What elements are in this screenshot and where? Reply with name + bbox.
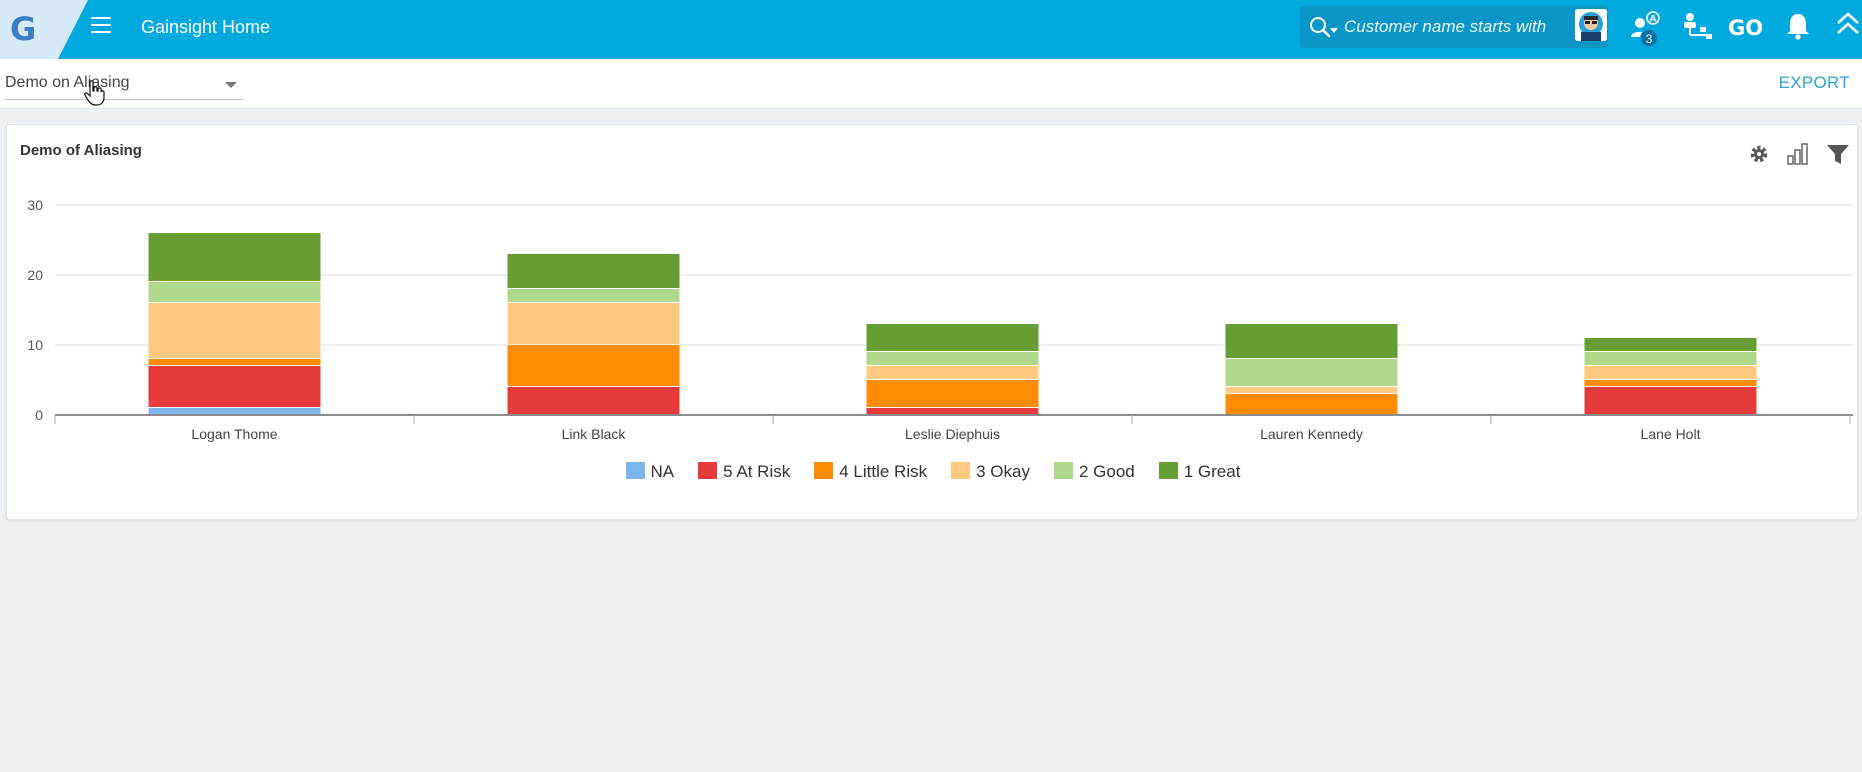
bar-segment[interactable]: [148, 408, 321, 414]
people-icon[interactable]: A: [1628, 9, 1664, 45]
legend-item[interactable]: 2 Good: [1053, 462, 1135, 482]
bar-segment[interactable]: [1584, 338, 1757, 351]
app-title: Gainsight Home: [141, 17, 271, 37]
bar-segment[interactable]: [1584, 380, 1757, 386]
menu-line: [91, 24, 111, 26]
y-tick-label: 30: [27, 197, 43, 213]
bar-segment[interactable]: [148, 282, 321, 302]
x-tick-label: Leslie Diephuis: [905, 426, 1000, 442]
bar-segment[interactable]: [148, 233, 321, 281]
bar-segment[interactable]: [1225, 359, 1398, 386]
legend-swatch: [1158, 462, 1178, 479]
bar-segment[interactable]: [866, 352, 1039, 365]
bar-segment[interactable]: [866, 380, 1039, 407]
gear-icon[interactable]: [1746, 141, 1772, 167]
bar-segment[interactable]: [1584, 352, 1757, 365]
legend-swatch: [698, 462, 718, 479]
notification-count-badge: 3: [1640, 29, 1658, 47]
y-tick-label: 10: [27, 337, 43, 353]
hamburger-menu-icon[interactable]: [88, 12, 114, 38]
global-search[interactable]: [1300, 6, 1608, 48]
legend-item[interactable]: NA: [625, 462, 675, 482]
legend-swatch: [814, 462, 834, 479]
x-tick-label: Lane Holt: [1641, 426, 1701, 442]
bar-segment[interactable]: [1225, 394, 1398, 414]
legend-item[interactable]: 5 At Risk: [698, 462, 790, 482]
dashboard-select-value: Demo on Aliasing: [5, 74, 130, 91]
bar-segment[interactable]: [1225, 387, 1398, 393]
legend-item[interactable]: 3 Okay: [951, 462, 1030, 482]
search-icon[interactable]: [1308, 15, 1332, 39]
legend-swatch: [625, 462, 645, 479]
bar-segment[interactable]: [507, 387, 680, 414]
bar-segment[interactable]: [866, 408, 1039, 414]
bar-segment[interactable]: [148, 303, 321, 358]
dashboard-toolbar: Demo on Aliasing EXPORT: [0, 59, 1862, 109]
menu-line: [91, 17, 111, 19]
legend-label: 1 Great: [1183, 462, 1241, 481]
user-avatar[interactable]: [1575, 9, 1607, 41]
bell-icon[interactable]: [1780, 9, 1816, 45]
logo-letter: G: [10, 10, 37, 48]
bar-segment[interactable]: [1584, 387, 1757, 414]
chart-type-icon[interactable]: [1785, 141, 1811, 167]
legend-swatch: [1053, 462, 1073, 479]
y-tick-label: 20: [27, 267, 43, 283]
top-nav-bar: G Gainsight Home A 3: [0, 0, 1862, 59]
bar-segment[interactable]: [507, 303, 680, 344]
search-scope-caret-icon[interactable]: [1330, 28, 1338, 33]
bar-segment[interactable]: [507, 345, 680, 386]
legend-item[interactable]: 1 Great: [1158, 462, 1241, 482]
menu-line: [91, 31, 111, 33]
bar-segment[interactable]: [507, 289, 680, 302]
gainsight-logo[interactable]: G: [0, 0, 92, 59]
export-button[interactable]: EXPORT: [1778, 73, 1850, 92]
svg-text:A: A: [1650, 15, 1657, 25]
logo-background: [0, 0, 88, 59]
legend-item[interactable]: 4 Little Risk: [814, 462, 927, 482]
svg-text:GO: GO: [1728, 16, 1762, 40]
go-icon[interactable]: GO: [1726, 9, 1762, 45]
hierarchy-icon[interactable]: [1680, 9, 1716, 45]
dashboard-select[interactable]: Demo on Aliasing: [5, 70, 243, 100]
legend-swatch: [951, 462, 971, 479]
bar-segment[interactable]: [1225, 324, 1398, 358]
search-input[interactable]: [1344, 14, 1564, 40]
legend-label: 4 Little Risk: [839, 462, 928, 481]
bar-segment[interactable]: [1584, 366, 1757, 379]
chevron-down-icon[interactable]: [225, 82, 237, 88]
legend-label: 5 At Risk: [723, 462, 791, 481]
legend-label: NA: [650, 462, 675, 481]
bar-segment[interactable]: [148, 359, 321, 365]
x-tick-label: Lauren Kennedy: [1260, 426, 1363, 442]
x-tick-label: Logan Thome: [191, 426, 277, 442]
chart-legend: NA 5 At Risk 4 Little Risk 3 Okay 2 Good 1 Gr…: [7, 462, 1859, 488]
stacked-bar-chart: 0 10 20 30 Logan Thome Link Black Leslie Dieph…: [27, 197, 1853, 442]
collapse-up-icon[interactable]: [1832, 9, 1862, 45]
avatar-icon: [1575, 9, 1607, 41]
bar-segment[interactable]: [866, 324, 1039, 351]
bar-segment[interactable]: [866, 366, 1039, 379]
y-tick-label: 0: [35, 407, 43, 423]
bar-segment[interactable]: [507, 254, 680, 288]
x-tick-label: Link Black: [562, 426, 627, 442]
widget-title: Demo of Aliasing: [20, 142, 142, 159]
bar-segment[interactable]: [148, 366, 321, 407]
legend-label: 2 Good: [1078, 462, 1135, 481]
filter-icon[interactable]: [1825, 141, 1851, 167]
hand-cursor-icon: [84, 80, 105, 106]
legend-label: 3 Okay: [976, 462, 1030, 481]
report-widget: Demo of Aliasing 0 10 20 30 Logan Thome Link …: [6, 124, 1858, 520]
